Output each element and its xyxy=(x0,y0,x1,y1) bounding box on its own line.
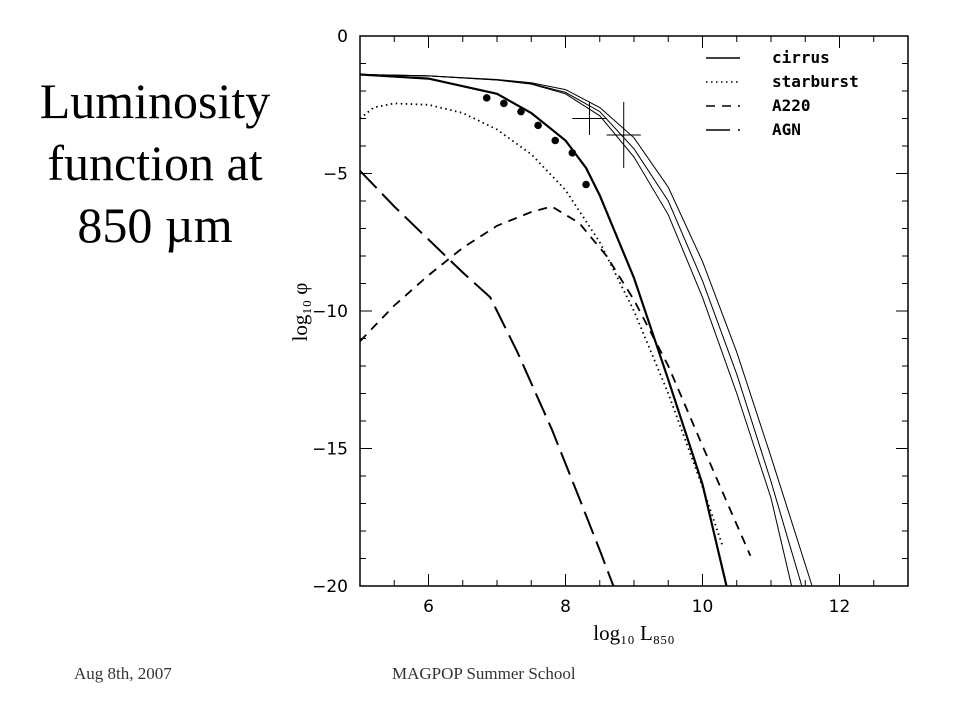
series-line-cirrus xyxy=(360,74,803,586)
footer-date: Aug 8th, 2007 xyxy=(74,664,172,683)
series-line-cirrus xyxy=(360,74,793,586)
data-point xyxy=(482,94,491,102)
axis-ticks xyxy=(359,35,909,587)
series-line-cirrus xyxy=(360,74,813,586)
title-line-2: function at xyxy=(47,135,263,191)
title-line-3: 850 µm xyxy=(77,197,233,253)
data-point xyxy=(517,107,525,116)
legend-label-starburst: starburst xyxy=(772,72,859,91)
model-curves xyxy=(360,73,813,586)
data-point xyxy=(500,99,508,108)
observed-points xyxy=(482,94,641,189)
series-line-total xyxy=(360,73,728,586)
y-tick-label: −10 xyxy=(312,302,348,322)
series-line-A220 xyxy=(360,205,752,557)
x-tick-label: 6 xyxy=(423,597,434,617)
x-tick-label: 10 xyxy=(692,597,714,617)
data-point xyxy=(534,121,542,130)
series-line-AGN xyxy=(360,170,615,586)
y-tick-label: −15 xyxy=(312,440,348,460)
legend-label-AGN: AGN xyxy=(772,120,801,139)
y-tick-label: −5 xyxy=(323,165,348,185)
legend-label-cirrus: cirrus xyxy=(772,48,830,67)
footer-event: MAGPOP Summer School xyxy=(392,664,576,683)
y-axis-label: log₁₀ φ xyxy=(288,283,312,342)
x-tick-label: 12 xyxy=(829,597,851,617)
legend: cirrus starburst A220 AGN xyxy=(706,48,859,139)
data-point xyxy=(551,136,560,145)
y-tick-label: 0 xyxy=(337,27,348,47)
x-axis-label: log₁₀ L₈₅₀ xyxy=(593,621,675,645)
x-tick-label: 8 xyxy=(560,597,571,617)
series-line-starburst xyxy=(360,102,724,548)
data-point xyxy=(568,149,577,157)
data-point xyxy=(582,180,590,189)
y-tick-label: −20 xyxy=(312,577,348,597)
legend-label-A220: A220 xyxy=(772,96,811,115)
plot-frame xyxy=(359,35,909,587)
axis-tick-labels: 6 8 10 12 0 −5 −10 −15 −20 xyxy=(312,27,850,617)
title-line-1: Luminosity xyxy=(39,73,271,129)
slide-title: Luminosity function at 850 µm xyxy=(0,70,310,256)
